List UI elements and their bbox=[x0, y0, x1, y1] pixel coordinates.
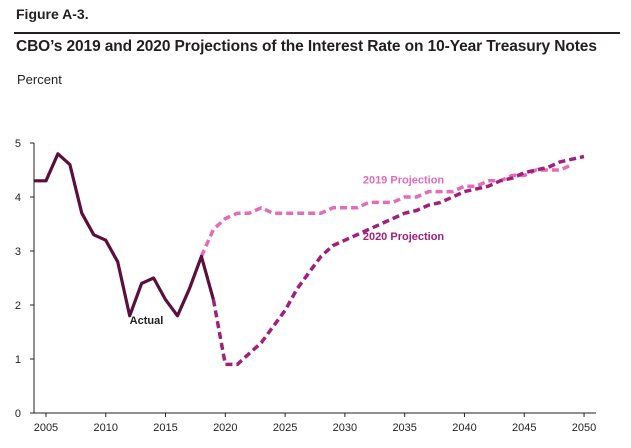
x-tick-label: 2020 bbox=[213, 422, 237, 434]
annotation-label: 2020 Projection bbox=[363, 231, 445, 243]
x-tick-label: 2035 bbox=[392, 422, 416, 434]
x-tick-label: 2005 bbox=[34, 422, 58, 434]
series-line-2019-projection bbox=[199, 163, 573, 258]
x-tick-label: 2040 bbox=[452, 422, 476, 434]
chart-axes: 0 1 2 3 4 5 2005 2010 2015 2020 2025 2030 2035 2040 20… bbox=[15, 138, 596, 434]
y-axis-label: Percent bbox=[17, 72, 62, 87]
x-tick-label: 2030 bbox=[333, 422, 357, 434]
chart-title: CBO’s 2019 and 2020 Projections of the I… bbox=[16, 38, 597, 55]
y-tick-label: 0 bbox=[15, 408, 21, 420]
y-tick-label: 2 bbox=[15, 300, 21, 312]
series-line-actual bbox=[34, 152, 215, 318]
x-tick-label: 2050 bbox=[572, 422, 596, 434]
title-rule bbox=[14, 32, 620, 34]
y-tick-label: 1 bbox=[15, 354, 21, 366]
series-line-2020-projection bbox=[211, 154, 585, 367]
x-tick-label: 2015 bbox=[153, 422, 177, 434]
y-tick-label: 3 bbox=[15, 246, 21, 258]
annotation-label: 2019 Projection bbox=[363, 175, 445, 187]
y-tick-label: 4 bbox=[15, 192, 21, 204]
x-tick-label: 2045 bbox=[512, 422, 536, 434]
figure-label: Figure A-3. bbox=[16, 6, 89, 22]
chart-series bbox=[34, 152, 585, 367]
y-tick-label: 5 bbox=[15, 138, 21, 150]
chart-annotations: Actual 2019 Projection 2020 Projection bbox=[130, 175, 445, 327]
x-tick-label: 2025 bbox=[273, 422, 297, 434]
annotation-label: Actual bbox=[130, 315, 164, 327]
x-tick-label: 2010 bbox=[94, 422, 118, 434]
